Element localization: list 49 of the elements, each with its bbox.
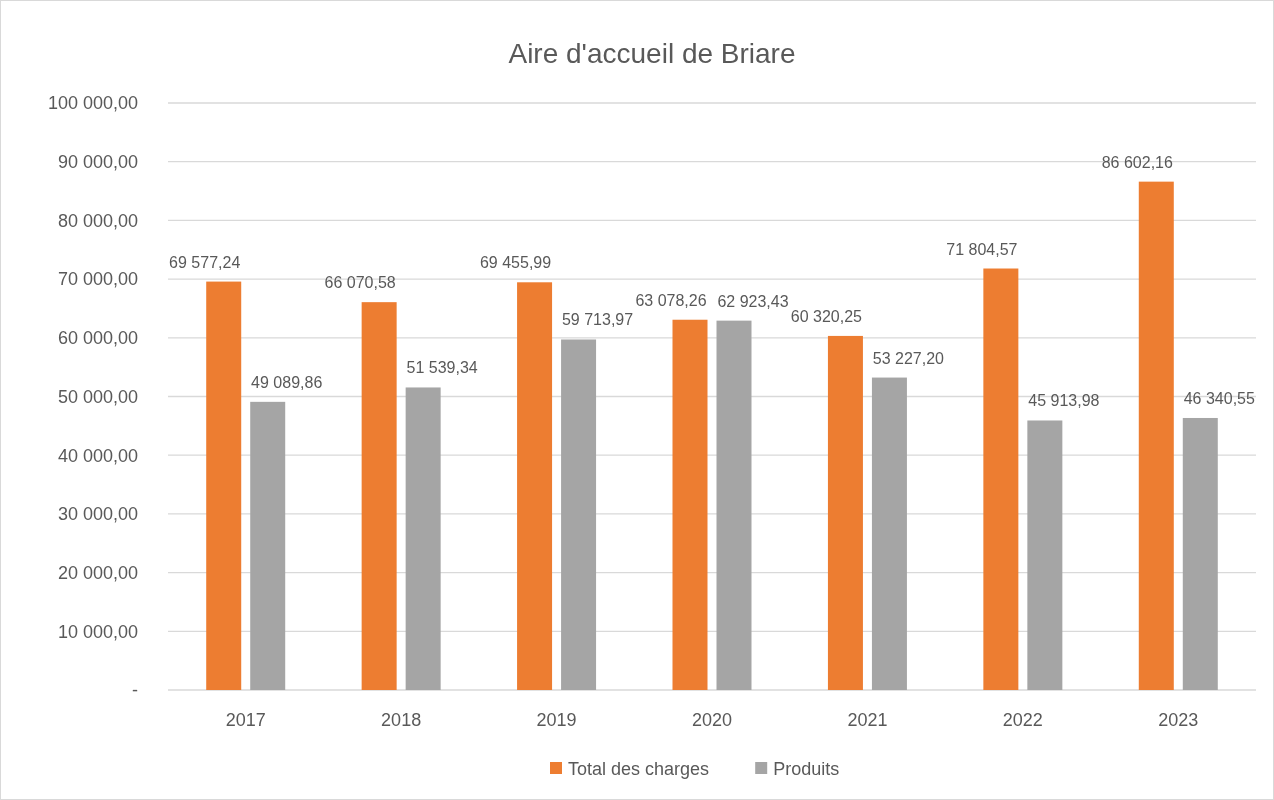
data-label: 46 340,55 — [1183, 389, 1255, 407]
bar — [1027, 420, 1063, 690]
data-label: 86 602,16 — [1101, 153, 1173, 171]
bar — [1138, 181, 1174, 690]
bar — [1182, 417, 1218, 690]
bar — [871, 377, 907, 690]
data-label: 69 577,24 — [169, 253, 241, 271]
bar — [250, 401, 286, 690]
data-label: 69 455,99 — [479, 254, 552, 272]
bar — [983, 268, 1019, 690]
bar — [827, 335, 863, 690]
y-tick-label: 10 000,00 — [57, 621, 138, 642]
x-tick-label: 2021 — [847, 710, 888, 730]
data-label: 60 320,25 — [790, 307, 863, 325]
x-tick-label: 2019 — [536, 710, 577, 730]
bar — [517, 282, 553, 690]
y-tick-label: 60 000,00 — [57, 328, 138, 349]
legend-label: Produits — [773, 759, 840, 780]
bar — [716, 320, 752, 690]
y-tick-label: 80 000,00 — [57, 210, 138, 231]
x-tick-label: 2023 — [1158, 710, 1199, 730]
data-label: 45 913,98 — [1028, 392, 1100, 410]
bar — [561, 339, 597, 690]
bar — [206, 281, 242, 690]
bar — [361, 302, 397, 690]
y-tick-label: 90 000,00 — [57, 152, 138, 172]
y-tick-label: 100 000,00 — [47, 93, 138, 114]
x-tick-label: 2018 — [381, 710, 422, 730]
x-tick-label: 2022 — [1002, 710, 1043, 730]
bar — [405, 387, 441, 690]
y-tick-label: 20 000,00 — [57, 562, 138, 583]
chart-title: Aire d'accueil de Briare — [508, 38, 796, 69]
data-label: 71 804,57 — [946, 240, 1018, 258]
bar — [672, 319, 708, 690]
x-tick-label: 2020 — [691, 710, 733, 730]
data-label: 49 089,86 — [251, 373, 323, 391]
data-label: 63 078,26 — [635, 291, 707, 309]
data-label: 53 227,20 — [872, 349, 945, 367]
y-tick-label: 70 000,00 — [57, 269, 138, 290]
data-label: 59 713,97 — [561, 311, 634, 329]
data-label: 51 539,34 — [406, 359, 478, 377]
y-tick-label: 40 000,00 — [57, 445, 138, 466]
y-tick-label: - — [132, 680, 138, 701]
y-tick-label: 50 000,00 — [57, 386, 138, 407]
legend-label: Total des charges — [568, 759, 710, 780]
data-label: 66 070,58 — [324, 274, 396, 292]
x-tick-label: 2017 — [225, 710, 266, 730]
y-tick-label: 30 000,00 — [57, 504, 138, 525]
data-label: 62 923,43 — [717, 292, 789, 310]
